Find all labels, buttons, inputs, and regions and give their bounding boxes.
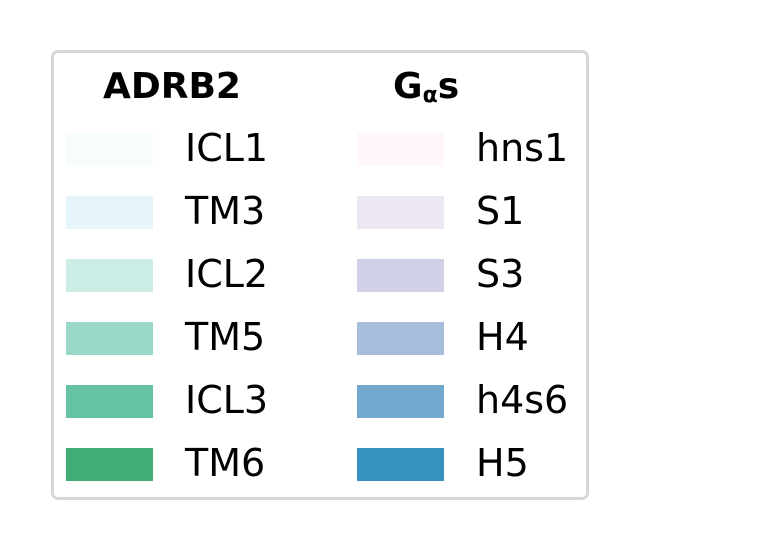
legend-title-gas-text: G <box>393 66 423 107</box>
legend-swatch <box>357 259 444 292</box>
legend-title-gas-tail: s <box>437 66 460 107</box>
legend-label: S3 <box>476 252 525 296</box>
legend-swatch <box>66 259 153 292</box>
legend-label: TM5 <box>185 315 266 359</box>
legend-label: S1 <box>476 189 525 233</box>
legend-title-adrb2: ADRB2 <box>103 67 241 107</box>
legend-label: ICL1 <box>185 126 269 170</box>
legend-swatch <box>357 448 444 481</box>
legend-swatch <box>66 133 153 166</box>
legend-title-gas: Gαs <box>393 67 459 107</box>
legend-swatch <box>357 196 444 229</box>
legend-label: H5 <box>476 441 529 485</box>
legend-label: TM3 <box>185 189 266 233</box>
legend-swatch <box>357 385 444 418</box>
legend-swatch <box>66 322 153 355</box>
legend-title-gas-sub: α <box>422 83 438 108</box>
legend-swatch <box>357 322 444 355</box>
legend-swatch <box>66 385 153 418</box>
legend-swatch <box>357 133 444 166</box>
legend-swatch <box>66 448 153 481</box>
legend-label: hns1 <box>476 126 569 170</box>
legend-label: ICL2 <box>185 252 269 296</box>
legend-swatch <box>66 196 153 229</box>
legend-label: TM6 <box>185 441 266 485</box>
legend-title-adrb2-text: ADRB2 <box>103 66 241 107</box>
legend-label: h4s6 <box>476 378 569 422</box>
legend-label: H4 <box>476 315 529 359</box>
legend-label: ICL3 <box>185 378 269 422</box>
